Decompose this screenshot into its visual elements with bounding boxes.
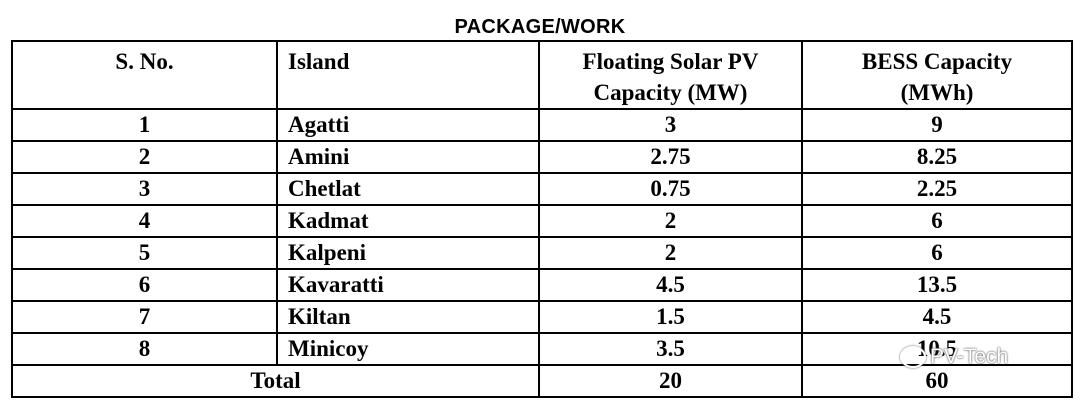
cell-island: Chetlat — [276, 172, 540, 206]
header-sno: S. No. — [11, 40, 278, 110]
header-island: Island — [276, 40, 540, 110]
header-pv-capacity: Floating Solar PV Capacity (MW) — [538, 40, 803, 110]
cell-sno: 6 — [11, 268, 278, 302]
table-title: PACKAGE/WORK — [454, 16, 626, 38]
table-row: 7 Kiltan 1.5 4.5 — [11, 300, 1073, 334]
cell-sno: 2 — [11, 140, 278, 174]
cell-sno: 8 — [11, 332, 278, 366]
header-bess-capacity: BESS Capacity (MWh) — [801, 40, 1073, 110]
cell-pv: 1.5 — [538, 300, 803, 334]
cell-island: Kiltan — [276, 300, 540, 334]
total-row: Total 20 60 — [11, 364, 1073, 398]
table-row: 3 Chetlat 0.75 2.25 — [11, 172, 1073, 206]
header-row: S. No. Island Floating Solar PV Capacity … — [11, 40, 1073, 110]
header-bess-line2: (MWh) — [900, 80, 974, 105]
table-row: 2 Amini 2.75 8.25 — [11, 140, 1073, 174]
cell-pv: 0.75 — [538, 172, 803, 206]
table-row: 5 Kalpeni 2 6 — [11, 236, 1073, 270]
wechat-icon — [900, 346, 926, 369]
cell-bess: 6 — [801, 236, 1073, 270]
capacity-table: S. No. Island Floating Solar PV Capacity … — [11, 40, 1073, 398]
total-label: Total — [11, 364, 540, 398]
cell-island: Kavaratti — [276, 268, 540, 302]
cell-bess: 9 — [801, 108, 1073, 142]
cell-pv: 2.75 — [538, 140, 803, 174]
cell-sno: 3 — [11, 172, 278, 206]
cell-pv: 2 — [538, 236, 803, 270]
cell-bess: 4.5 — [801, 300, 1073, 334]
table-row: 1 Agatti 3 9 — [11, 108, 1073, 142]
cell-sno: 4 — [11, 204, 278, 238]
cell-island: Agatti — [276, 108, 540, 142]
header-pv-line1: Floating Solar PV — [582, 49, 759, 74]
total-pv: 20 — [538, 364, 803, 398]
total-bess: 60 — [801, 364, 1073, 398]
cell-sno: 1 — [11, 108, 278, 142]
watermark-text: PV-Tech — [930, 345, 1009, 368]
cell-island: Minicoy — [276, 332, 540, 366]
cell-pv: 4.5 — [538, 268, 803, 302]
table-row: 4 Kadmat 2 6 — [11, 204, 1073, 238]
header-pv-line2: Capacity (MW) — [593, 80, 748, 105]
watermark: PV-Tech — [900, 345, 1008, 369]
cell-bess: 13.5 — [801, 268, 1073, 302]
cell-island: Amini — [276, 140, 540, 174]
cell-sno: 7 — [11, 300, 278, 334]
cell-bess: 6 — [801, 204, 1073, 238]
cell-pv: 2 — [538, 204, 803, 238]
cell-sno: 5 — [11, 236, 278, 270]
cell-bess: 10.5 — [801, 332, 1073, 366]
table-row: 6 Kavaratti 4.5 13.5 — [11, 268, 1073, 302]
header-bess-line1: BESS Capacity — [861, 49, 1013, 74]
cell-pv: 3 — [538, 108, 803, 142]
table-row: 8 Minicoy 3.5 10.5 — [11, 332, 1073, 366]
cell-bess: 2.25 — [801, 172, 1073, 206]
cell-pv: 3.5 — [538, 332, 803, 366]
cell-bess: 8.25 — [801, 140, 1073, 174]
cell-island: Kalpeni — [276, 236, 540, 270]
cell-island: Kadmat — [276, 204, 540, 238]
